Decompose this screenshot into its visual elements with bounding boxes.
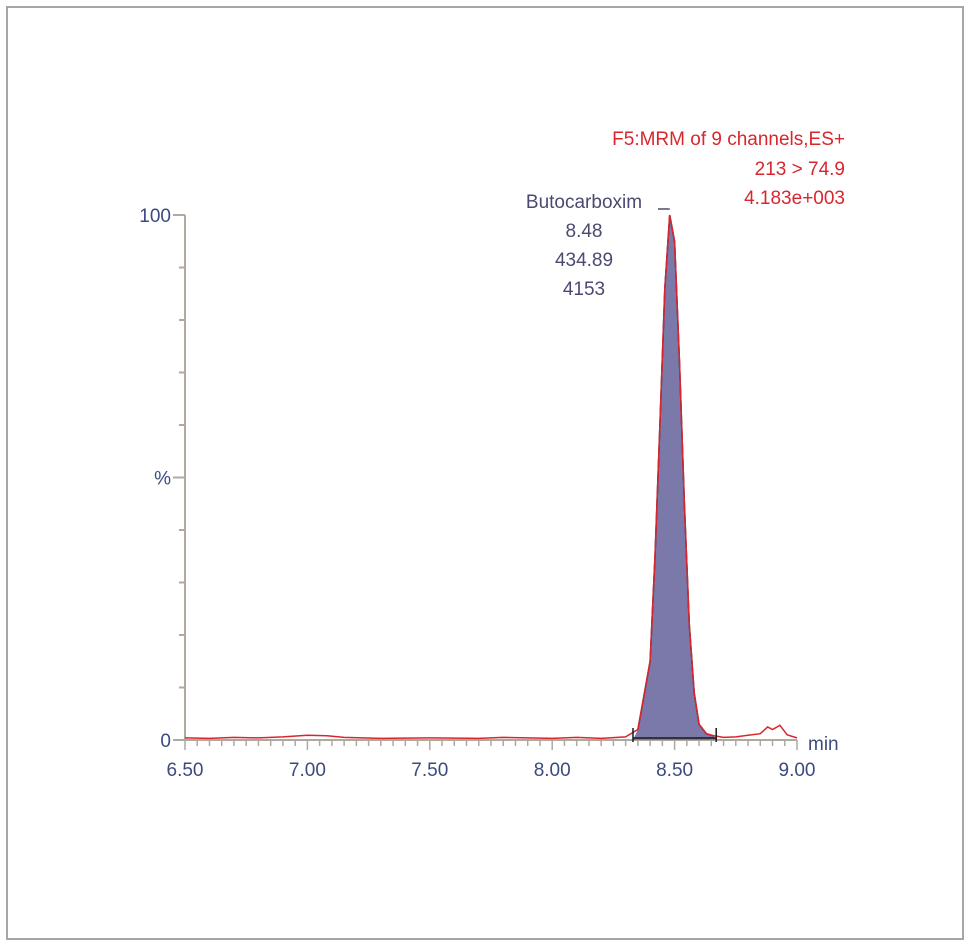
x-axis-unit: min: [808, 734, 839, 755]
x-tick-label: 7.00: [289, 760, 326, 781]
x-tick-label: 8.00: [534, 760, 571, 781]
y-ticks: 0% 100: [139, 206, 185, 752]
x-tick-label: 9.00: [779, 760, 816, 781]
peak-baseline-markers: [632, 728, 717, 742]
chromatogram-trace: [184, 214, 798, 740]
peak-fill: [633, 215, 717, 740]
x-ticks: 6.50 7.00 7.50 8.00 8.50 9.00: [167, 740, 816, 781]
chromatogram-frame: [6, 6, 964, 940]
intensity-label: 4.183e+003: [744, 188, 845, 209]
transition-label: 213 > 74.9: [755, 159, 845, 180]
peak-retention-time: 8.48: [566, 221, 603, 242]
y-tick-label: 0: [160, 731, 171, 752]
peak-name: Butocarboxim: [526, 192, 642, 213]
channel-header: F5:MRM of 9 channels,ES+: [612, 129, 845, 150]
peak-area: 434.89: [555, 250, 613, 271]
x-tick-label: 6.50: [167, 760, 204, 781]
y-tick-label: 100: [139, 206, 171, 227]
y-tick-label: %: [154, 469, 171, 490]
x-tick-label: 8.50: [656, 760, 693, 781]
peak-height: 4153: [563, 279, 605, 300]
x-tick-label: 7.50: [411, 760, 448, 781]
